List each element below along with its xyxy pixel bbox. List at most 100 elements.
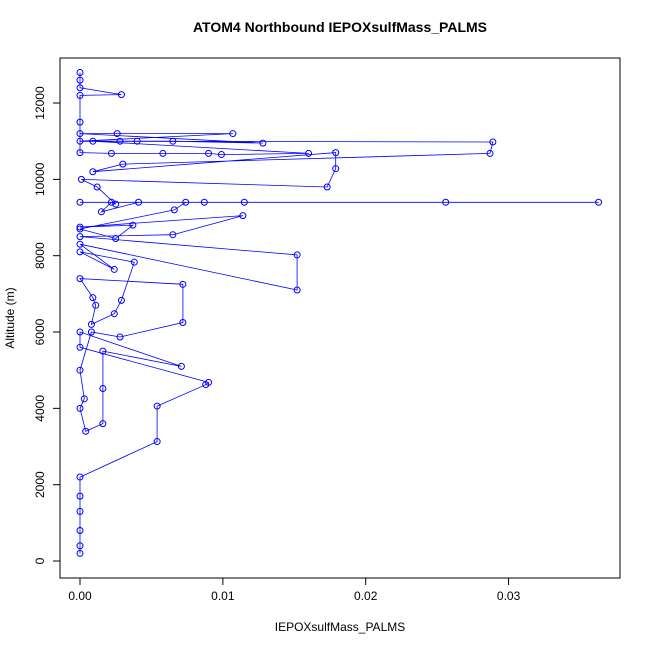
data-point	[133, 137, 141, 145]
data-point	[76, 542, 84, 550]
data-point	[89, 294, 97, 302]
data-point	[205, 378, 213, 386]
data-point	[323, 183, 331, 191]
data-point	[110, 265, 118, 273]
data-point	[112, 200, 120, 208]
data-point	[116, 137, 124, 145]
data-point	[76, 225, 84, 233]
data-point	[135, 198, 143, 206]
data-point	[82, 427, 90, 435]
data-point	[76, 76, 84, 84]
data-point	[76, 492, 84, 500]
data-point	[293, 286, 301, 294]
data-point	[76, 130, 84, 138]
y-axis-label: Altitude (m)	[3, 287, 17, 348]
data-point	[87, 328, 95, 336]
y-tick-label: 2000	[33, 471, 47, 498]
y-tick-label: 0	[33, 557, 47, 564]
data-point	[110, 310, 118, 318]
y-tick-label: 12000	[33, 86, 47, 120]
data-point	[76, 248, 84, 256]
data-point	[489, 138, 497, 146]
chart-title: ATOM4 Northbound IEPOXsulfMass_PALMS	[193, 19, 487, 35]
data-point	[116, 333, 124, 341]
data-point	[76, 149, 84, 157]
data-point	[99, 385, 107, 393]
data-point	[76, 473, 84, 481]
data-point	[177, 362, 185, 370]
data-point	[217, 151, 225, 159]
x-tick-label: 0.00	[68, 589, 92, 603]
data-point	[107, 198, 115, 206]
data-point	[259, 139, 267, 147]
data-point	[179, 318, 187, 326]
data-point	[240, 198, 248, 206]
data-point	[93, 183, 101, 191]
data-point	[80, 395, 88, 403]
data-point	[332, 165, 340, 173]
data-point	[119, 160, 127, 168]
x-tick-label: 0.01	[211, 589, 235, 603]
data-point	[182, 198, 190, 206]
data-point	[153, 438, 161, 446]
data-point	[113, 130, 121, 138]
y-tick-label: 4000	[33, 395, 47, 422]
data-point	[76, 275, 84, 283]
data-point	[239, 212, 247, 220]
data-point	[179, 280, 187, 288]
plot-frame	[59, 57, 621, 579]
data-point	[205, 149, 213, 157]
data-point	[76, 69, 84, 77]
data-point	[76, 404, 84, 412]
data-point	[169, 137, 177, 145]
data-point	[76, 233, 84, 241]
data-point	[595, 198, 603, 206]
data-point	[486, 149, 494, 157]
data-point	[130, 258, 138, 266]
data-point	[76, 549, 84, 557]
data-point	[76, 118, 84, 126]
data-point	[76, 137, 84, 145]
data-point	[76, 366, 84, 374]
data-point	[305, 149, 313, 157]
data-point	[129, 221, 137, 229]
data-point	[87, 320, 95, 328]
data-point	[442, 198, 450, 206]
data-point	[76, 507, 84, 515]
data-point	[293, 251, 301, 259]
data-point	[153, 402, 161, 410]
data-point	[76, 526, 84, 534]
y-tick-label: 10000	[33, 162, 47, 196]
data-point	[76, 91, 84, 99]
y-tick-label: 6000	[33, 318, 47, 345]
y-tick-label: 8000	[33, 242, 47, 269]
x-axis-label: IEPOXsulfMass_PALMS	[275, 620, 406, 634]
data-point	[89, 168, 97, 176]
data-point	[332, 149, 340, 157]
data-point	[117, 296, 125, 304]
data-point	[97, 208, 105, 216]
data-point	[200, 198, 208, 206]
data-point	[112, 235, 120, 243]
data-point	[76, 343, 84, 351]
x-tick-label: 0.03	[497, 589, 521, 603]
data-point	[76, 328, 84, 336]
x-tick-label: 0.02	[354, 589, 378, 603]
data-point	[117, 91, 125, 99]
data-point	[169, 231, 177, 239]
data-point	[76, 198, 84, 206]
data-point	[76, 84, 84, 92]
data-point	[92, 301, 100, 309]
data-line	[79, 72, 599, 554]
data-point	[170, 206, 178, 214]
data-point	[76, 240, 84, 248]
data-point	[76, 223, 84, 231]
data-point	[77, 175, 85, 183]
data-point	[107, 149, 115, 157]
data-point	[89, 137, 97, 145]
data-point	[99, 420, 107, 428]
data-point	[229, 130, 237, 138]
data-point	[99, 347, 107, 355]
data-point	[159, 149, 167, 157]
